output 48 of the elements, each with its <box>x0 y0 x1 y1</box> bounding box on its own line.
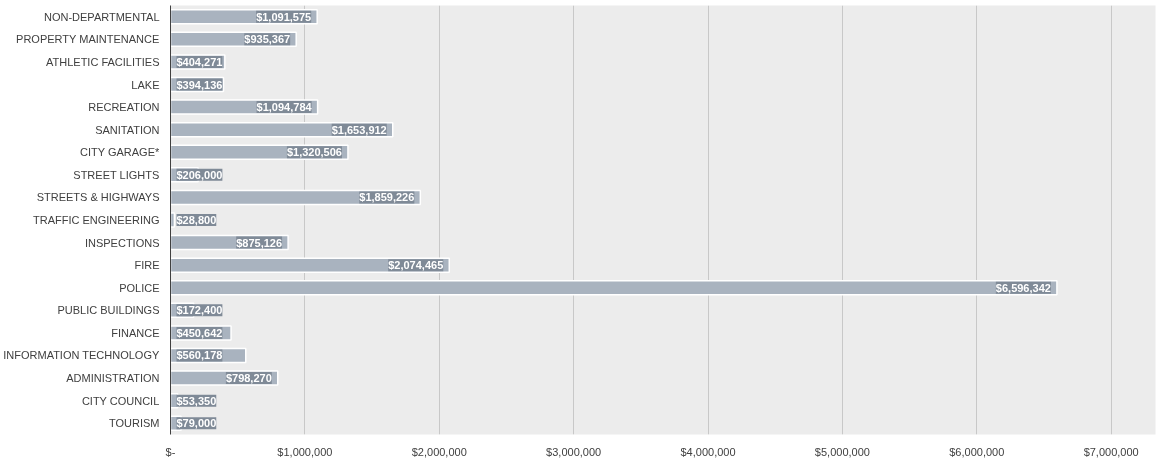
data-label: $172,400 <box>176 304 223 317</box>
y-tick-label: TOURISM <box>108 417 160 430</box>
data-label: $79,000 <box>176 417 217 430</box>
data-label: $1,653,912 <box>331 123 387 136</box>
y-tick-label: NON-DEPARTMENTAL <box>43 10 160 23</box>
data-label: $1,859,226 <box>359 191 415 204</box>
data-label: $798,270 <box>225 372 272 385</box>
data-label: $404,271 <box>176 55 223 68</box>
y-tick-label: CITY COUNCIL <box>81 394 160 407</box>
data-label: $935,367 <box>244 33 291 46</box>
x-tick-label: $6,000,000 <box>949 445 1005 458</box>
y-tick-label: INFORMATION TECHNOLOGY <box>3 349 160 362</box>
y-tick-label: FINANCE <box>111 326 160 339</box>
data-label: $2,074,465 <box>388 259 444 272</box>
data-label: $560,178 <box>176 349 223 362</box>
y-tick-label: PUBLIC BUILDINGS <box>57 304 160 317</box>
x-tick-label: $1,000,000 <box>277 445 333 458</box>
y-tick-label: RECREATION <box>88 101 160 114</box>
data-label: $1,320,506 <box>286 146 342 159</box>
y-tick-label: FIRE <box>134 259 160 272</box>
data-label: $450,642 <box>176 326 223 339</box>
data-label: $53,350 <box>176 394 217 407</box>
x-tick-label: $2,000,000 <box>411 445 467 458</box>
data-label: $28,800 <box>176 214 217 226</box>
data-label: $875,126 <box>236 236 283 249</box>
y-tick-label: PROPERTY MAINTENANCE <box>16 33 160 46</box>
x-tick-label: $7,000,000 <box>1083 445 1139 458</box>
bar <box>170 212 176 228</box>
data-label: $1,094,784 <box>256 101 313 114</box>
y-tick-label: STREET LIGHTS <box>73 168 160 181</box>
data-label: $206,000 <box>176 168 223 181</box>
y-tick-label: STREETS & HIGHWAYS <box>36 191 160 204</box>
x-tick-label: $4,000,000 <box>680 445 736 458</box>
data-label: $6,596,342 <box>995 281 1051 294</box>
y-tick-label: ADMINISTRATION <box>66 372 160 385</box>
bar <box>170 279 1058 296</box>
x-tick-label: $3,000,000 <box>546 445 602 458</box>
y-tick-label: SANITATION <box>95 123 160 136</box>
x-tick-label: $- <box>165 445 176 458</box>
y-tick-label: ATHLETIC FACILITIES <box>46 55 160 68</box>
y-tick-label: CITY GARAGE* <box>80 146 161 159</box>
y-tick-label: INSPECTIONS <box>84 236 160 249</box>
y-tick-label: TRAFFIC ENGINEERING <box>32 214 160 226</box>
data-label: $1,091,575 <box>256 10 312 23</box>
y-tick-label: POLICE <box>119 281 160 294</box>
x-tick-label: $5,000,000 <box>814 445 870 458</box>
data-label: $394,136 <box>176 78 223 91</box>
y-tick-label: LAKE <box>131 78 160 91</box>
